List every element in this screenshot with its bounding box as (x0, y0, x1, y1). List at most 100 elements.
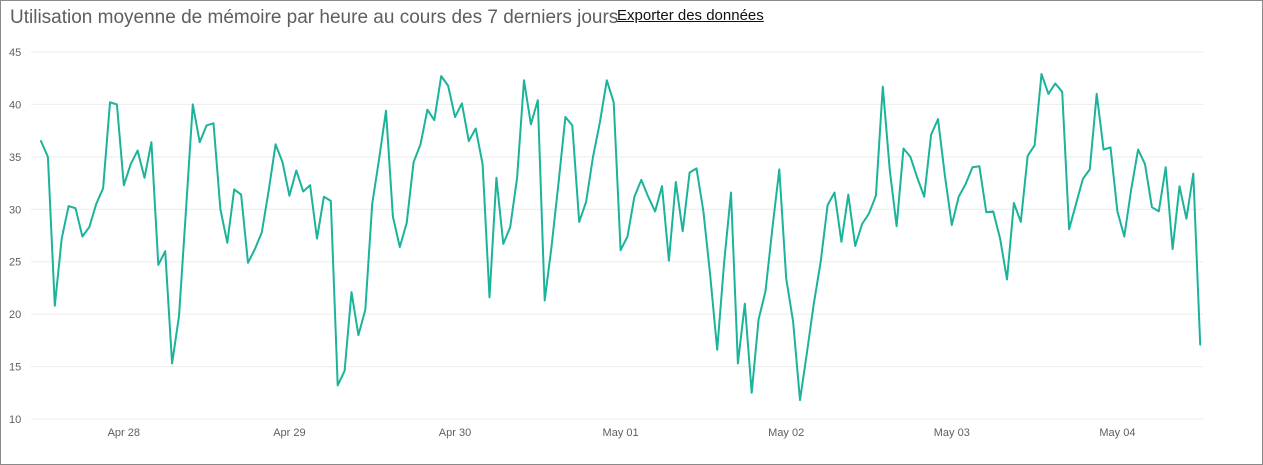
data-point[interactable] (453, 115, 458, 120)
data-point[interactable] (163, 249, 168, 254)
data-point[interactable] (701, 209, 706, 214)
data-point[interactable] (128, 162, 133, 167)
data-point[interactable] (342, 368, 347, 373)
data-point[interactable] (170, 361, 175, 366)
data-point[interactable] (149, 140, 154, 145)
data-point[interactable] (273, 142, 278, 147)
data-point[interactable] (1032, 143, 1037, 148)
data-point[interactable] (1191, 171, 1196, 176)
data-point[interactable] (446, 83, 451, 88)
data-point[interactable] (963, 182, 968, 187)
data-point[interactable] (315, 236, 320, 241)
data-point[interactable] (218, 207, 223, 212)
data-point[interactable] (1143, 162, 1148, 167)
data-point[interactable] (280, 160, 285, 165)
data-point[interactable] (791, 319, 796, 324)
data-point[interactable] (949, 223, 954, 228)
data-point[interactable] (549, 244, 554, 249)
data-point[interactable] (459, 101, 464, 106)
data-point[interactable] (563, 115, 568, 120)
data-point[interactable] (1163, 165, 1168, 170)
data-point[interactable] (722, 260, 727, 265)
data-point[interactable] (232, 187, 237, 192)
export-data-link[interactable]: Exporter des données (617, 7, 764, 24)
data-point[interactable] (204, 123, 209, 128)
data-point[interactable] (1122, 234, 1127, 239)
data-point[interactable] (632, 194, 637, 199)
data-point[interactable] (156, 262, 161, 267)
data-point[interactable] (508, 225, 513, 230)
data-point[interactable] (335, 383, 340, 388)
data-point[interactable] (1101, 147, 1106, 152)
data-point[interactable] (177, 314, 182, 319)
data-point[interactable] (825, 203, 830, 208)
data-point[interactable] (425, 107, 430, 112)
data-point[interactable] (880, 84, 885, 89)
data-point[interactable] (239, 192, 244, 197)
data-point[interactable] (1149, 205, 1154, 210)
data-point[interactable] (301, 189, 306, 194)
data-point[interactable] (1067, 227, 1072, 232)
data-point[interactable] (591, 154, 596, 159)
data-point[interactable] (1094, 91, 1099, 96)
data-point[interactable] (528, 122, 533, 127)
data-point[interactable] (708, 274, 713, 279)
data-point[interactable] (832, 190, 837, 195)
data-point[interactable] (114, 102, 119, 107)
data-point[interactable] (66, 204, 71, 209)
data-point[interactable] (321, 194, 326, 199)
data-point[interactable] (804, 350, 809, 355)
data-point[interactable] (1184, 216, 1189, 221)
data-point[interactable] (873, 193, 878, 198)
data-point[interactable] (887, 167, 892, 172)
data-point[interactable] (991, 209, 996, 214)
data-point[interactable] (715, 347, 720, 352)
data-point[interactable] (356, 333, 361, 338)
data-point[interactable] (121, 183, 126, 188)
data-point[interactable] (839, 239, 844, 244)
data-point[interactable] (853, 244, 858, 249)
data-point[interactable] (1018, 219, 1023, 224)
data-point[interactable] (577, 219, 582, 224)
data-point[interactable] (87, 225, 92, 230)
data-point[interactable] (1039, 72, 1044, 77)
data-point[interactable] (618, 248, 623, 253)
data-point[interactable] (480, 162, 485, 167)
data-point[interactable] (39, 139, 44, 144)
data-point[interactable] (777, 167, 782, 172)
data-point[interactable] (494, 175, 499, 180)
data-point[interactable] (763, 289, 768, 294)
data-point[interactable] (660, 184, 665, 189)
data-point[interactable] (52, 303, 57, 308)
data-point[interactable] (680, 229, 685, 234)
data-point[interactable] (59, 236, 64, 241)
data-point[interactable] (515, 175, 520, 180)
data-point[interactable] (625, 234, 630, 239)
data-point[interactable] (998, 236, 1003, 241)
data-point[interactable] (259, 230, 264, 235)
data-point[interactable] (1074, 202, 1079, 207)
data-point[interactable] (687, 170, 692, 175)
data-point[interactable] (1136, 147, 1141, 152)
data-point[interactable] (1129, 187, 1134, 192)
data-point[interactable] (487, 295, 492, 300)
data-point[interactable] (80, 234, 85, 239)
data-point[interactable] (915, 175, 920, 180)
data-point[interactable] (604, 78, 609, 83)
data-point[interactable] (818, 259, 823, 264)
data-point[interactable] (846, 192, 851, 197)
data-point[interactable] (611, 100, 616, 105)
data-point[interactable] (1087, 167, 1092, 172)
data-point[interactable] (108, 100, 113, 105)
data-point[interactable] (287, 193, 292, 198)
data-point[interactable] (246, 260, 251, 265)
data-point[interactable] (1108, 145, 1113, 150)
data-point[interactable] (1011, 201, 1016, 206)
data-point[interactable] (294, 168, 299, 173)
data-point[interactable] (984, 210, 989, 215)
data-point[interactable] (1177, 184, 1182, 189)
data-point[interactable] (584, 199, 589, 204)
data-point[interactable] (432, 118, 437, 123)
data-point[interactable] (1156, 209, 1161, 214)
data-point[interactable] (901, 146, 906, 151)
